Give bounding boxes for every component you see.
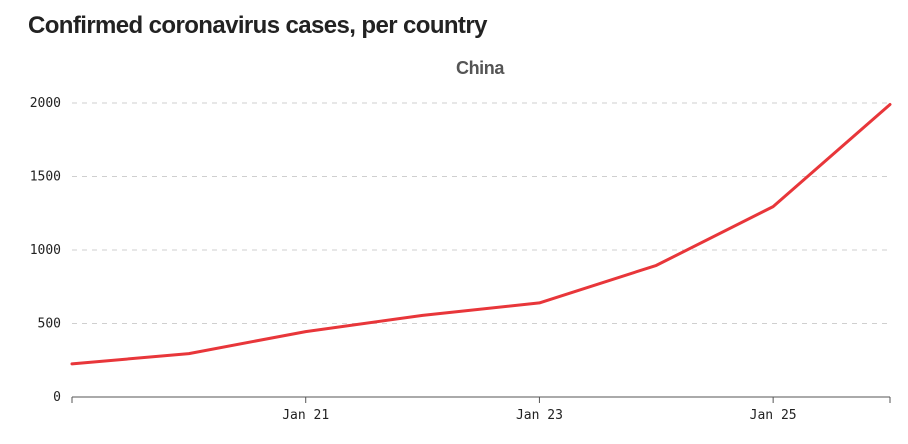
y-axis-ticks: 0 500 1000 1500 2000 [30,96,61,405]
chart-subtitle: China [455,58,504,78]
chart-title: Confirmed coronavirus cases, per country [28,12,487,39]
series-layer [70,103,892,366]
x-tick-label-2: Jan 25 [750,408,797,423]
y-tick-label-1500: 1500 [30,170,61,185]
x-axis: Jan 21 Jan 23 Jan 25 [71,396,891,423]
gridlines [72,102,890,324]
y-tick-label-2000: 2000 [30,96,61,111]
series-line-0 [70,103,892,366]
y-tick-label-1000: 1000 [30,243,61,258]
y-tick-label-0: 0 [53,390,61,405]
x-tick-label-0: Jan 21 [282,408,329,423]
y-tick-label-500: 500 [38,317,61,332]
x-tick-label-1: Jan 23 [516,408,563,423]
